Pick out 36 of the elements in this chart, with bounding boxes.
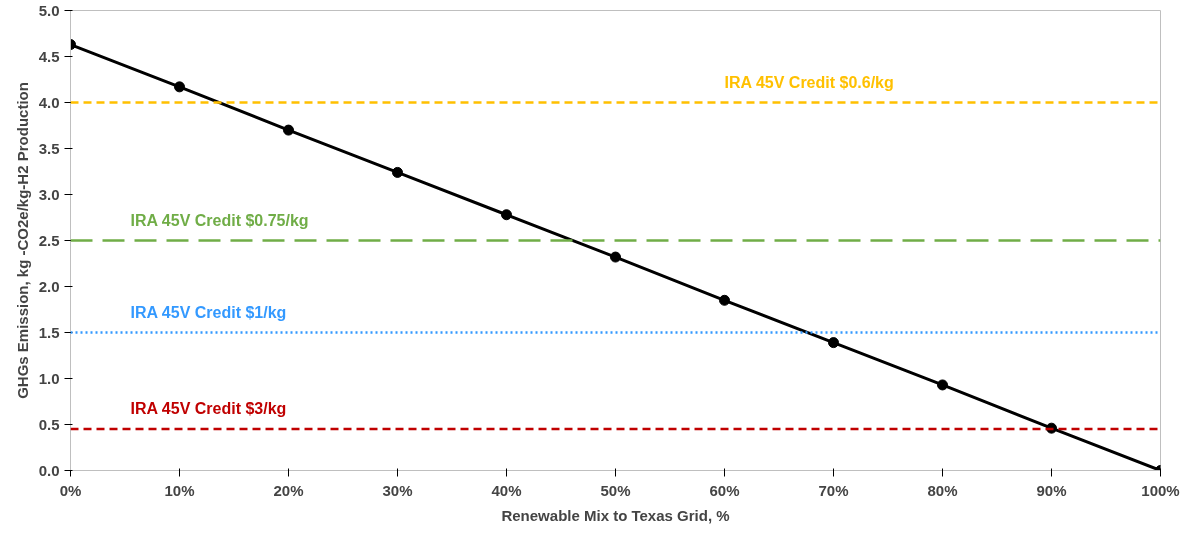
- y-tick-label: 3.5: [38, 139, 60, 157]
- ref-line-label: IRA 45V Credit $1/kg: [130, 303, 287, 321]
- y-tick-label: 4.0: [38, 93, 60, 111]
- point: [501, 209, 512, 221]
- x-tick-label: 20%: [273, 481, 304, 499]
- point: [719, 294, 730, 306]
- x-tick-label: 10%: [164, 481, 195, 499]
- ref-line-label: IRA 45V Credit $0.75/kg: [130, 211, 309, 229]
- y-tick-label: 4.5: [38, 47, 60, 65]
- point: [174, 81, 185, 93]
- y-axis-title: GHGs Emission, kg -CO2e/kg-H2 Production: [13, 82, 31, 399]
- point: [283, 124, 294, 136]
- point: [610, 251, 621, 263]
- x-tick-label: 80%: [927, 481, 958, 499]
- y-tick-label: 1.5: [38, 323, 60, 341]
- y-tick-label: 0.0: [38, 461, 60, 479]
- y-tick-label: 5.0: [38, 1, 60, 19]
- x-tick-label: 0%: [59, 481, 82, 499]
- x-tick-label: 90%: [1036, 481, 1067, 499]
- x-tick-label: 30%: [382, 481, 413, 499]
- y-tick-label: 1.0: [38, 369, 60, 387]
- point: [937, 379, 948, 391]
- y-tick-label: 3.0: [38, 185, 60, 203]
- y-tick-label: 2.0: [38, 277, 60, 295]
- y-tick-label: 0.5: [38, 415, 60, 433]
- x-tick-label: 100%: [1141, 481, 1180, 499]
- y-tick-label: 2.5: [38, 231, 60, 249]
- point: [392, 166, 403, 178]
- ref-line-label: IRA 45V Credit $0.6/kg: [724, 73, 894, 91]
- point: [828, 337, 839, 349]
- x-tick-label: 60%: [709, 481, 740, 499]
- ref-line-label: IRA 45V Credit $3/kg: [130, 400, 287, 418]
- x-tick-label: 70%: [818, 481, 849, 499]
- x-tick-label: 50%: [600, 481, 631, 499]
- x-tick-label: 40%: [491, 481, 522, 499]
- x-axis-title: Renewable Mix to Texas Grid, %: [501, 506, 730, 524]
